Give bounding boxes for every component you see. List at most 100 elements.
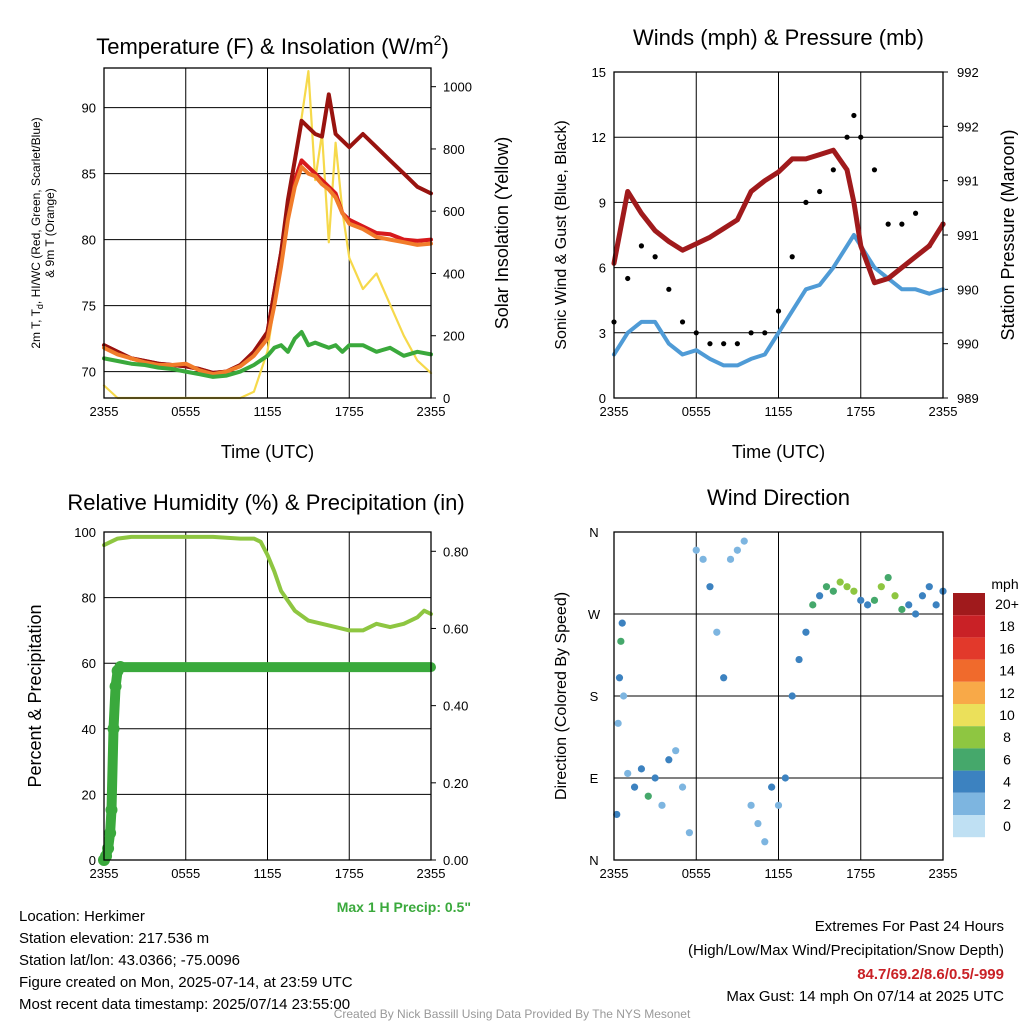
precipitation-point [109,680,122,693]
extremes-subtitle: (High/Low/Max Wind/Precipitation/Snow De… [688,942,1004,959]
wind-y-tick-right: 990 [957,337,979,352]
wind-gust-point [734,341,740,347]
dir-y-tick: W [588,607,601,622]
rh-frame [103,531,432,861]
temp-y-label-right: Solar Insolation (Yellow) [492,137,512,329]
dir-x-tick: 0555 [682,866,711,881]
wind-frame [613,71,944,399]
wind-gust-point [912,210,919,216]
dir-x-tick: 2355 [600,866,629,881]
temp-y-tick-left: 70 [82,365,96,380]
rh-x-tick: 0555 [171,866,200,881]
temp-y-tick-right: 600 [443,204,465,219]
extremes-values: 84.7/69.2/8.6/0.5/-999 [857,966,1004,983]
speed-legend-swatch [953,681,985,704]
rh-y-tick-left: 40 [82,722,96,737]
direction-point [706,583,714,591]
temp-x-label: Time (UTC) [221,442,314,462]
wind-gust-point [762,330,768,336]
temp-x-tick: 0555 [171,404,200,419]
rh-x-tick: 1155 [254,866,282,881]
wind-x-tick: 0555 [682,404,711,419]
wind-y-tick-right: 990 [957,282,979,297]
dir-y-tick: N [589,525,598,540]
temp-y-tick-left: 75 [82,299,96,314]
direction-point [877,583,885,591]
dir-y-tick: E [590,771,599,786]
max-gust: Max Gust: 14 mph On 07/14 at 2025 UTC [726,988,1004,1005]
wind-gust-point [625,275,631,282]
direction-point [630,783,639,791]
wind-y-tick-right: 992 [957,65,979,80]
direction-point [740,537,748,545]
direction-point [809,601,817,609]
speed-legend-label: 16 [999,640,1015,656]
speed-legend-swatch [953,815,985,838]
dir-title: Wind Direction [707,485,850,510]
wind-y-tick-right: 992 [957,119,979,134]
direction-point [864,601,872,609]
relative-humidity-line [102,534,433,633]
rh-y-tick-right: 0.00 [443,853,468,868]
precipitation-point [114,661,127,674]
direction-point [615,674,624,682]
direction-point [678,783,687,791]
temp-y-tick-right: 200 [443,329,465,344]
rh-title: Relative Humidity (%) & Precipitation (i… [67,490,464,515]
temp-x-tick: 1155 [254,404,282,419]
extremes-title: Extremes For Past 24 Hours [814,918,1004,935]
direction-point [836,578,844,586]
max-precip-note: Max 1 H Precip: 0.5" [337,899,471,915]
rh-y-tick-right: 0.40 [443,699,468,714]
speed-legend-swatch [953,770,985,793]
direction-point [665,756,673,764]
speed-legend-label: 6 [1003,751,1011,767]
direction-point [761,838,769,846]
speed-legend-label: 10 [999,707,1015,723]
direction-point [618,619,626,627]
direction-point [816,592,824,600]
dir-y-label: Direction (Colored By Speed) [553,592,570,800]
wind-gust-point [638,243,645,249]
wind-y-label-left: Sonic Wind & Gust (Blue, Black) [553,120,570,349]
temp-y-tick-left: 85 [82,167,96,182]
direction-point [857,596,865,604]
speed-legend-label: 4 [1003,774,1011,790]
direction-point [891,592,899,600]
wind-gust-point [899,221,905,227]
wind-y-tick-left: 3 [599,326,606,341]
wind-gust-point [652,254,658,260]
direction-point [614,719,622,727]
temp-frame [103,67,432,399]
dir-x-tick: 1155 [765,866,793,881]
rh-y-tick-left: 80 [82,591,96,606]
wind-y-tick-right: 991 [957,174,979,189]
wind-x-label: Time (UTC) [732,442,825,462]
direction-point [692,546,700,554]
rh-y-tick-left: 60 [82,656,96,671]
direction-point [781,774,789,782]
wind-gust-point [844,134,850,140]
wind-gust-point [817,188,823,195]
speed-legend-label: 0 [1003,818,1011,834]
speed-legend-swatch [953,792,985,815]
direction-point [672,747,680,755]
station-location: Location: Herkimer [19,908,145,925]
direction-point [768,783,776,791]
direction-point [754,819,762,828]
direction-point [822,583,831,591]
credit-line: Created By Nick Bassill Using Data Provi… [333,1007,691,1021]
speed-legend-label: 2 [1003,796,1011,812]
rh-x-tick: 1755 [335,866,364,881]
wind-gust-point [830,167,836,173]
direction-point [884,573,892,582]
speed-legend-swatch [953,704,985,727]
rh-y-tick-right: 0.20 [443,776,468,791]
direction-point [651,774,659,782]
direction-point [802,628,810,636]
direction-point [733,546,741,554]
wind-gust-point [789,254,795,260]
wind-y-tick-left: 6 [599,261,606,276]
temp-y-tick-right: 0 [443,391,450,406]
